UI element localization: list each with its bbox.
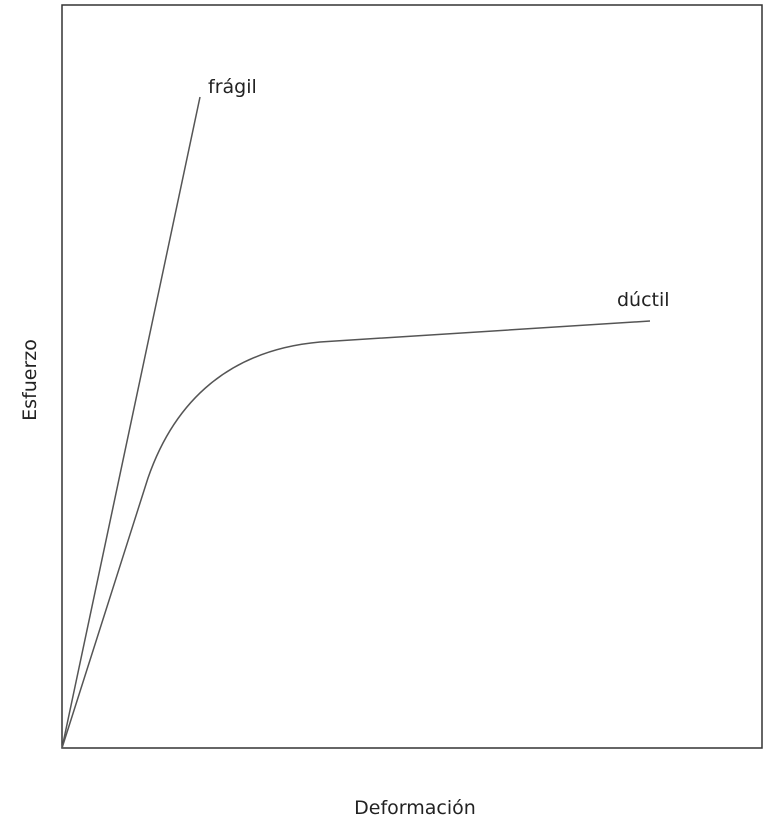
x-axis-label: Deformación: [354, 797, 476, 819]
plot-frame: [61, 4, 763, 749]
fragile-curve: [61, 96, 201, 749]
y-axis-label: Esfuerzo: [19, 339, 41, 421]
ductile-label: dúctil: [617, 289, 670, 311]
ductile-curve: [61, 320, 651, 749]
fragile-label: frágil: [208, 76, 257, 98]
